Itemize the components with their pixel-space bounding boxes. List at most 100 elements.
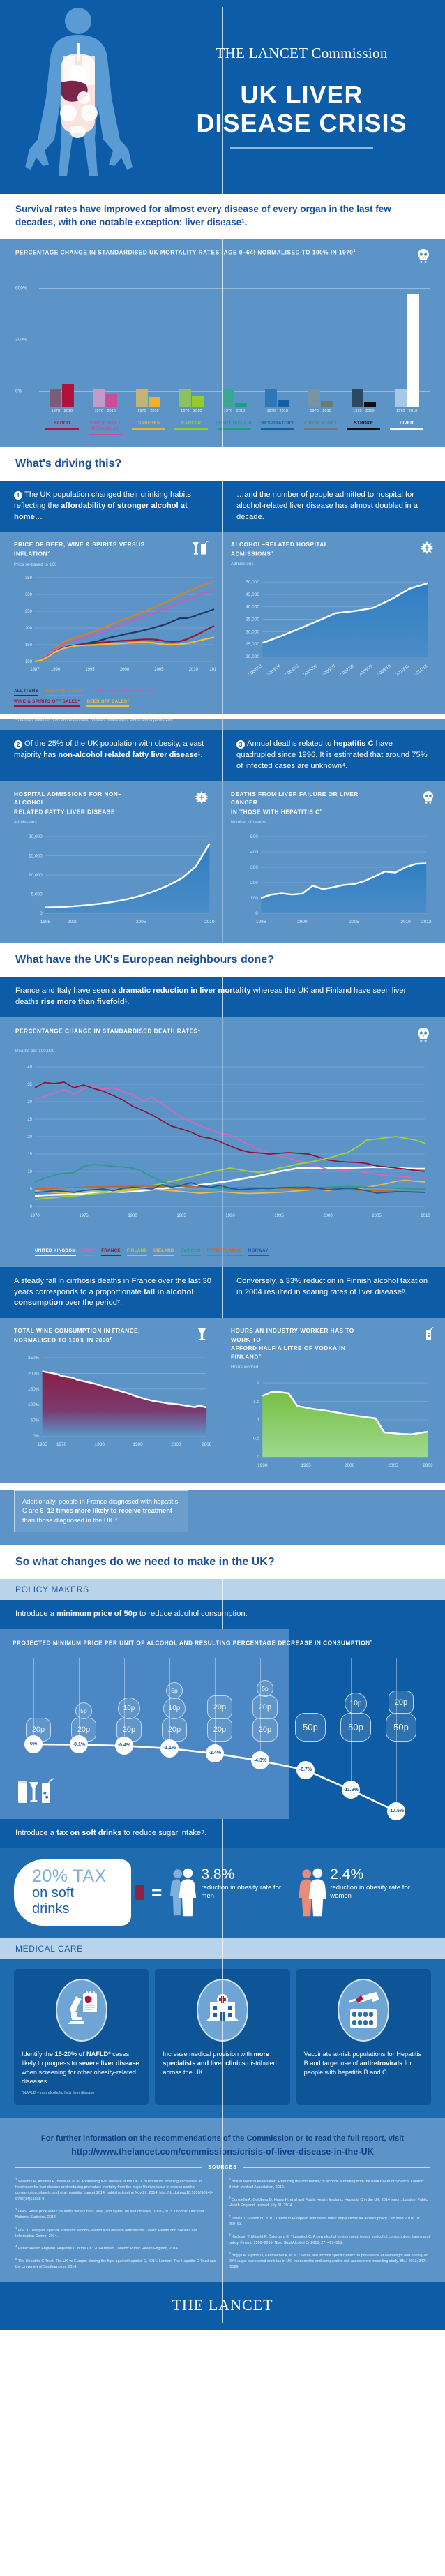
coin-10p: 10p: [163, 1697, 186, 1719]
mortality-chart-panel: PERCENTAGE CHANGE IN STANDARDISED UK MOR…: [0, 239, 445, 447]
europe-legend-item: SWEDEN: [180, 1248, 201, 1256]
europe-legend-label: SWEDEN: [180, 1248, 201, 1253]
price-footnote: * On-sales means in pubs and restaurants…: [15, 719, 174, 724]
nafld-title-2: RELATED FATTY LIVER DISEASE: [14, 809, 115, 816]
bottle-line-1: 20% TAX: [32, 1866, 107, 1886]
coin-stem: [215, 1657, 216, 1753]
point-finland: Conversely, a 33% reduction in Finnish a…: [222, 1267, 445, 1319]
svg-text:2010: 2010: [189, 668, 199, 672]
svg-text:0: 0: [257, 1455, 259, 1460]
svg-text:20,000: 20,000: [246, 654, 259, 659]
title-line-2: DISEASE CRISIS: [196, 109, 407, 137]
bar-category-legend: BLOOD ENDOCRINE / METABOLIC DIABETES CANCER…: [40, 421, 428, 435]
bar-legend-label: CIRCULATORY: [303, 421, 338, 426]
medical-care-band: MEDICAL CARE: [0, 1938, 445, 1959]
decrease-bubble: -6.7%: [296, 1760, 315, 1779]
decrease-bubble: -11.9%: [342, 1781, 360, 1799]
bar-group: [342, 389, 385, 407]
svg-text:5,000: 5,000: [31, 892, 43, 897]
svg-text:2012: 2012: [421, 920, 432, 924]
europe-legend-underline: [35, 1254, 76, 1256]
medical-star-of-life-icon: [420, 541, 434, 558]
bar-legend-label: STROKE: [354, 421, 374, 426]
bar: [191, 395, 204, 407]
price-legend-item: BEER OFF SALES*: [86, 699, 130, 707]
svg-text:1.5: 1.5: [253, 1400, 260, 1405]
mortality-chart-title: PERCENTAGE CHANGE IN STANDARDISED UK MOR…: [15, 249, 354, 256]
svg-text:250%: 250%: [28, 1356, 40, 1361]
bar-year-labels: 1970 2010 1970 2010 1970 2010 1970 2010 1970 2010…: [40, 409, 428, 413]
europe-legend-underline: [180, 1254, 201, 1256]
svg-text:20: 20: [27, 1135, 32, 1139]
svg-text:350: 350: [25, 576, 33, 581]
section-heading-driving: What's driving this?: [0, 446, 445, 481]
coin-20p: 20p: [252, 1717, 278, 1742]
svg-text:2010/11: 2010/11: [395, 664, 411, 677]
card-0-text-b: 15-20% of NAFLD*: [54, 2050, 111, 2058]
decrease-bubble: -17.5%: [387, 1802, 405, 1820]
bar: [351, 389, 363, 407]
svg-text:45,000: 45,000: [246, 592, 259, 597]
skull-icon: [417, 1027, 430, 1046]
svg-text:1995: 1995: [274, 1214, 284, 1218]
wine-area-chart: 0% 50% 100% 150% 200% 250% 1965 1970 1980 1990 200…: [14, 1351, 216, 1459]
price-chart-legend: ALL ITEMS BEER ON SALES* WINE & SPIRITS ON…: [14, 689, 216, 707]
svg-text:2009: 2009: [423, 1463, 433, 1468]
bar: [148, 396, 160, 407]
svg-text:1987: 1987: [30, 668, 40, 672]
europe-legend-item: NETHERLANDS: [206, 1248, 242, 1256]
y-tick-0: 0%: [15, 389, 22, 394]
svg-text:2000: 2000: [323, 1214, 333, 1218]
price-chart-block: PRICE OF BEER, WINE & SPIRITS VERSUS INF…: [0, 532, 222, 714]
europe-legend-item: FRANCE: [101, 1248, 121, 1256]
price-legend-item: BEER ON SALES*: [45, 689, 86, 697]
europe-legend-item: NORWAY: [248, 1248, 269, 1256]
coin-stem: [351, 1657, 352, 1790]
svg-text:40,000: 40,000: [246, 605, 259, 610]
year-label: 1970: [223, 409, 233, 414]
microscope-and-chart-icon: [55, 1978, 107, 2042]
bar-legend-underline: [45, 428, 79, 430]
bottle-graphic: 20% TAX on soft drinks: [14, 1859, 132, 1926]
svg-text:1990: 1990: [133, 1442, 143, 1447]
report-url-link[interactable]: http://www.thelancet.com/commissions/cri…: [71, 2146, 374, 2157]
coin-50p: 50p: [340, 1712, 371, 1742]
hepc-title-1: DEATHS FROM LIVER FAILURE OR LIVER CANCE…: [231, 791, 359, 807]
svg-text:1990: 1990: [51, 668, 61, 672]
svg-text:5: 5: [30, 1188, 33, 1192]
svg-text:1970: 1970: [56, 1442, 67, 1447]
intro-statement: Survival rates have improved for almost …: [0, 194, 445, 239]
bar-legend-item: HEART DISEASE: [213, 421, 256, 435]
price-chart-title: PRICE OF BEER, WINE & SPIRITS VERSUS INF…: [14, 541, 145, 557]
decrease-bubble: -0.4%: [115, 1736, 133, 1755]
bar: [407, 294, 419, 407]
svg-text:1: 1: [257, 1418, 259, 1423]
year-label-pair: 1970 2010: [84, 409, 127, 413]
svg-text:1990: 1990: [257, 1463, 268, 1468]
svg-text:2010: 2010: [400, 920, 411, 924]
bar-legend-item: DIABETES: [127, 421, 170, 435]
bar-group: [256, 389, 299, 407]
decrease-bubble: -1.1%: [160, 1739, 179, 1758]
coin-stack: 5p 20p 20p: [245, 1679, 285, 1742]
bar-legend-underline: [174, 428, 209, 430]
europe-line-chart: 0 5 10 15 20 25 30 35 40 1970 1975 1980 1985 1990 1995…: [15, 1058, 430, 1240]
coin-stem: [260, 1657, 261, 1761]
europe-lead-band: France and Italy have seen a dramatic re…: [0, 976, 445, 1017]
policy-price-chart-panel: PROJECTED MINIMUM PRICE PER UNIT OF ALCO…: [0, 1628, 445, 1820]
skull-icon: [423, 791, 434, 808]
europe-legend-label: ITALY: [82, 1248, 96, 1253]
hepc-area-chart: 0 100 200 300 400 500 1996 2000 2005 2010 2012: [231, 830, 434, 934]
year-label: 1970: [181, 409, 190, 414]
bar-group: [299, 389, 342, 407]
europe-legend-item: IRELAND: [153, 1248, 174, 1256]
bar-legend-label: RESPIRATORY: [261, 421, 294, 426]
coin-50p: 50p: [386, 1712, 416, 1742]
price-legend-label: WINE & SPIRITS OFF SALES*: [14, 699, 80, 705]
price-legend-label: BEER OFF SALES*: [86, 699, 130, 705]
svg-text:2000: 2000: [297, 920, 308, 924]
point-1-text-c: …: [34, 512, 43, 521]
coin-20p: 20p: [207, 1695, 232, 1719]
bar-legend-underline: [260, 428, 294, 430]
point-2-text-c: ¹.: [197, 751, 203, 760]
